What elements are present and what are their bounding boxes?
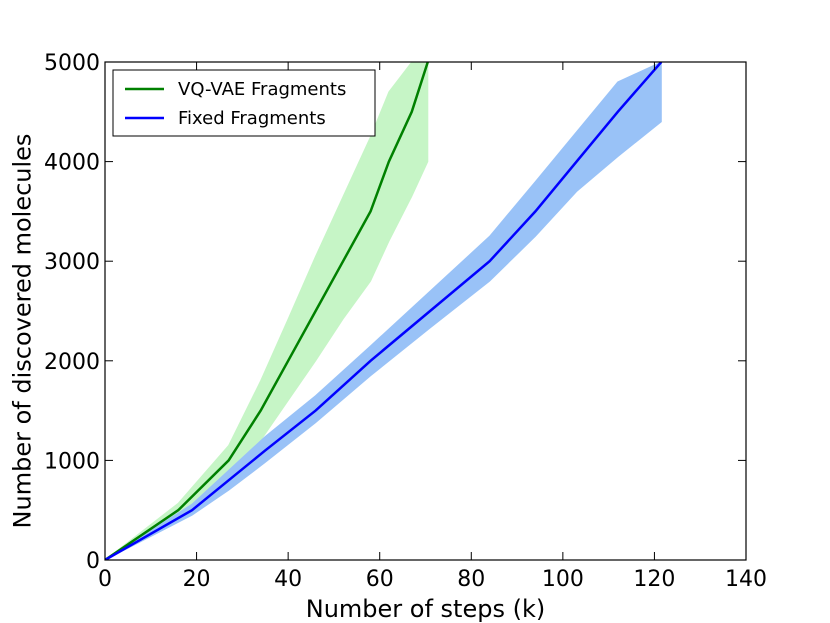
x-tick-label: 20 bbox=[183, 567, 211, 592]
y-tick-label: 2000 bbox=[44, 350, 100, 375]
x-tick-label: 0 bbox=[98, 567, 112, 592]
x-tick-label: 140 bbox=[725, 567, 767, 592]
x-tick-label: 100 bbox=[542, 567, 584, 592]
x-axis-label: Number of steps (k) bbox=[306, 595, 545, 623]
y-tick-label: 1000 bbox=[44, 449, 100, 474]
band-fixed bbox=[105, 62, 662, 560]
legend-label: VQ-VAE Fragments bbox=[178, 79, 346, 100]
x-tick-label: 120 bbox=[633, 567, 675, 592]
band-vq-vae bbox=[105, 62, 429, 560]
y-tick-label: 0 bbox=[86, 549, 100, 574]
series-line-fixed bbox=[105, 62, 663, 560]
confidence-bands bbox=[105, 62, 662, 560]
y-tick-label: 4000 bbox=[44, 151, 100, 176]
x-tick-label: 80 bbox=[457, 567, 485, 592]
legend-box bbox=[112, 69, 376, 137]
legend: VQ-VAE Fragments Fixed Fragments bbox=[112, 69, 376, 137]
legend-label: Fixed Fragments bbox=[178, 108, 326, 129]
plot-frame bbox=[104, 61, 747, 561]
series-lines bbox=[105, 62, 663, 560]
y-tick-label: 3000 bbox=[44, 250, 100, 275]
x-tick-label: 60 bbox=[366, 567, 394, 592]
x-tick-label: 40 bbox=[274, 567, 302, 592]
y-tick-label: 5000 bbox=[44, 51, 100, 76]
y-axis-label: Number of discovered molecules bbox=[8, 134, 36, 529]
axis-ticks: 0 20 40 60 80 100 120 140 0 1000 2000 3000 4000 5000 bbox=[44, 51, 767, 592]
series-line-vq-vae bbox=[105, 62, 429, 560]
